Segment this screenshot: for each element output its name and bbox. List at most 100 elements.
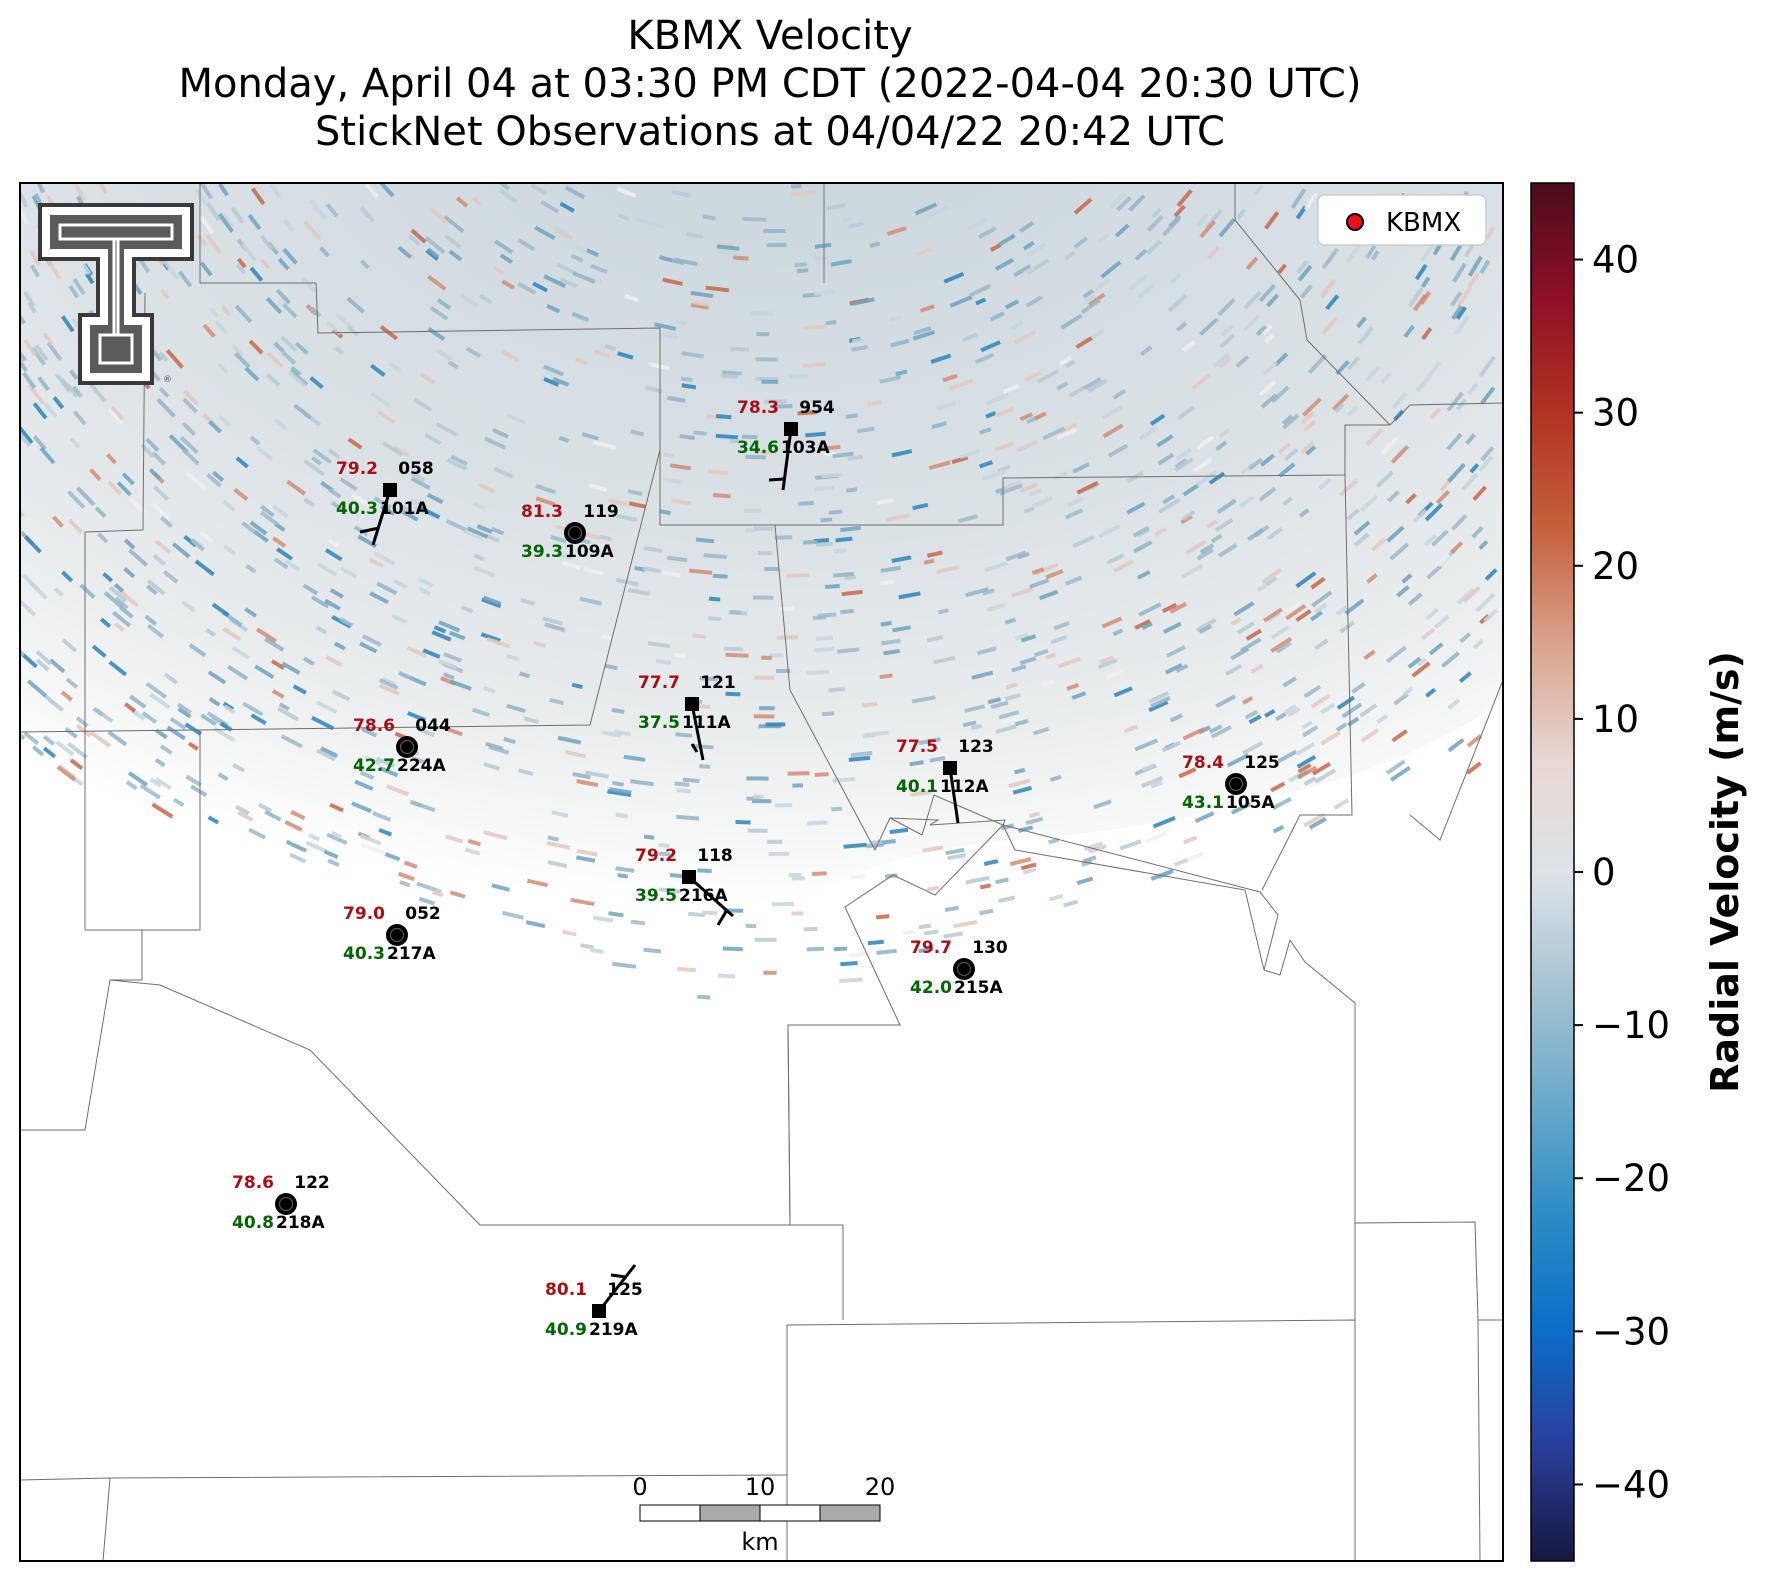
station-pressure: 122	[294, 1173, 330, 1193]
station-dewpoint: 40.8	[232, 1213, 274, 1233]
station-marker-square	[784, 422, 798, 436]
calm-wind-ring	[389, 927, 405, 943]
station-temperature: 78.6	[353, 716, 395, 736]
station-temperature: 77.7	[638, 673, 680, 693]
station-103A: 78.3 954 34.6 103A	[737, 398, 835, 491]
svg-text:®: ®	[163, 375, 172, 385]
scale-unit: km	[741, 1528, 778, 1556]
station-pressure: 125	[1244, 753, 1280, 773]
wind-barb-staff	[781, 428, 793, 491]
station-dewpoint: 40.3	[336, 499, 378, 519]
station-id: 112A	[940, 777, 989, 797]
station-pressure: 058	[398, 459, 434, 479]
title-line-1: KBMX Velocity	[627, 13, 913, 59]
station-marker-square	[682, 870, 696, 884]
wind-barb-staff	[371, 489, 392, 546]
station-111A: 77.7 121 37.5 111A	[638, 673, 736, 761]
station-pressure: 052	[405, 904, 441, 924]
texas-tech-logo: ®	[38, 203, 194, 385]
station-marker-calm	[1225, 773, 1247, 795]
colorbar-tick-label: 10	[1592, 698, 1639, 741]
station-dewpoint: 43.1	[1182, 793, 1224, 813]
station-marker-calm	[564, 522, 586, 544]
wind-barb-flag	[690, 743, 699, 753]
calm-wind-ring	[278, 1196, 294, 1212]
colorbar-gradient	[1530, 182, 1575, 1562]
map-panel	[19, 182, 1504, 1562]
wind-barb-flag	[716, 909, 729, 926]
station-dewpoint: 39.3	[521, 542, 563, 562]
station-id: 218A	[276, 1213, 325, 1233]
station-marker-square	[592, 1304, 606, 1318]
station-224A: 78.6 044 42.7 224A	[353, 716, 451, 776]
station-temperature: 79.0	[343, 904, 385, 924]
wind-barb-staff	[948, 767, 960, 824]
station-temperature: 77.5	[896, 737, 938, 757]
station-109A: 81.3 119 39.3 109A	[521, 502, 619, 562]
station-dewpoint: 37.5	[638, 713, 680, 733]
map-frame	[19, 182, 1504, 1562]
wind-barb-flag	[359, 526, 380, 534]
wind-barb-flag	[610, 1273, 627, 1279]
station-dewpoint: 39.5	[635, 886, 677, 906]
station-temperature: 80.1	[545, 1280, 587, 1300]
station-temperature: 79.2	[635, 846, 677, 866]
calm-wind-ring	[956, 961, 972, 977]
stickNet-stations: 79.2 058 40.3 101A 81.3 119 39.3 109A 78.3 954 34.…	[232, 398, 1280, 1340]
radar-speckles	[20, 183, 1499, 1000]
station-id: 215A	[954, 978, 1003, 998]
station-dewpoint: 34.6	[737, 438, 779, 458]
station-dewpoint: 42.7	[353, 756, 395, 776]
station-pressure: 130	[972, 938, 1008, 958]
wind-barb-staff	[690, 703, 705, 761]
kbmx-marker-icon	[1346, 213, 1364, 231]
title-line-3: StickNet Observations at 04/04/22 20:42 …	[315, 109, 1225, 155]
colorbar-tick-label: 40	[1592, 239, 1639, 282]
title-line-2: Monday, April 04 at 03:30 PM CDT (2022-0…	[178, 61, 1362, 107]
station-215A: 79.7 130 42.0 215A	[910, 938, 1008, 998]
colorbar-tick-label: 0	[1592, 851, 1616, 894]
station-temperature: 78.3	[737, 398, 779, 418]
station-101A: 79.2 058 40.3 101A	[336, 459, 434, 546]
station-marker-calm	[386, 924, 408, 946]
station-marker-calm	[953, 958, 975, 980]
colorbar-tick-label: −40	[1592, 1463, 1670, 1506]
wind-barb-staff	[597, 1264, 637, 1312]
station-219A: 80.1 125 40.9 219A	[545, 1264, 643, 1340]
station-218A: 78.6 122 40.8 218A	[232, 1173, 330, 1233]
station-id: 103A	[781, 438, 830, 458]
colorbar: 40 30 20 10 0 −10 −20 −30 −40 Radial Velocity (m…	[1530, 182, 1747, 1562]
station-id: 101A	[380, 499, 429, 519]
station-pressure: 044	[415, 716, 451, 736]
station-105A: 78.4 125 43.1 105A	[1182, 753, 1280, 813]
calm-wind-ring	[1228, 776, 1244, 792]
station-216A: 79.2 118 39.5 216A	[635, 846, 734, 926]
station-temperature: 78.4	[1182, 753, 1224, 773]
radar-echo-field	[20, 183, 1503, 1063]
station-217A: 79.0 052 40.3 217A	[343, 904, 441, 964]
station-dewpoint: 40.1	[896, 777, 938, 797]
station-dewpoint: 42.0	[910, 978, 952, 998]
station-id: 224A	[397, 756, 446, 776]
scale-label-20: 20	[865, 1473, 896, 1501]
station-id: 217A	[387, 944, 436, 964]
colorbar-tick-label: −20	[1592, 1157, 1670, 1200]
double-t-inner	[46, 211, 186, 377]
station-temperature: 79.2	[336, 459, 378, 479]
county-boundaries	[20, 183, 1503, 1561]
scale-bar: 0 10 20 km	[632, 1473, 895, 1556]
station-marker-square	[383, 483, 397, 497]
colorbar-tick-label: −30	[1592, 1310, 1670, 1353]
colorbar-tick-label: 20	[1592, 545, 1639, 588]
calm-wind-ring	[567, 525, 583, 541]
colorbar-ticks: 40 30 20 10 0 −10 −20 −30 −40	[1574, 239, 1670, 1506]
station-marker-calm	[396, 736, 418, 758]
station-temperature: 81.3	[521, 502, 563, 522]
station-pressure: 121	[700, 673, 736, 693]
station-pressure: 954	[799, 398, 835, 418]
station-id: 109A	[565, 542, 614, 562]
station-pressure: 119	[583, 502, 619, 522]
station-id: 219A	[589, 1320, 638, 1340]
station-id: 216A	[679, 886, 728, 906]
